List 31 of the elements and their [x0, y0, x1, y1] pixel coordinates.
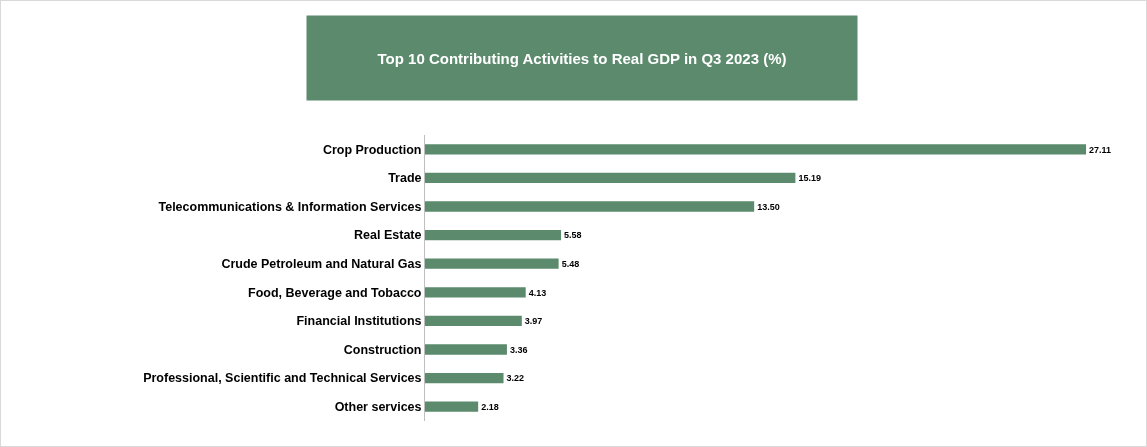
y-tick-label: Food, Beverage and Tobacco	[248, 285, 422, 300]
bar	[425, 315, 522, 327]
data-label: 15.19	[798, 173, 821, 184]
y-tick-label: Trade	[388, 171, 422, 186]
data-label: 4.13	[528, 287, 547, 298]
y-tick-label: Real Estate	[354, 228, 422, 243]
bar	[425, 372, 504, 384]
y-tick-label: Crude Petroleum and Natural Gas	[221, 257, 422, 272]
bar	[425, 172, 796, 184]
y-tick-label: Financial Institutions	[296, 314, 422, 329]
y-tick-label: Other services	[334, 400, 422, 415]
bar	[425, 201, 755, 212]
data-label: 5.58	[564, 230, 582, 241]
y-tick-label: Construction	[343, 342, 422, 357]
y-tick-label: Telecommunications & Information Services	[158, 199, 422, 214]
bar	[425, 401, 479, 412]
data-label: 2.18	[481, 401, 499, 412]
data-label: 13.50	[757, 201, 780, 212]
data-label: 27.11	[1089, 144, 1112, 155]
chart-title: Top 10 Contributing Activities to Real GDP in Q3 2023 (%)	[377, 49, 787, 67]
bar	[425, 287, 526, 298]
y-tick-label: Professional, Scientific and Technical Services	[143, 371, 422, 386]
bar	[425, 344, 507, 355]
data-label: 5.48	[561, 258, 580, 269]
y-tick-label: Crop Production	[322, 142, 422, 157]
bar	[425, 229, 562, 241]
data-label: 3.36	[509, 344, 528, 355]
bar	[425, 144, 1087, 155]
data-label: 3.97	[524, 316, 543, 327]
data-label: 3.22	[506, 373, 525, 384]
bar	[425, 258, 559, 269]
